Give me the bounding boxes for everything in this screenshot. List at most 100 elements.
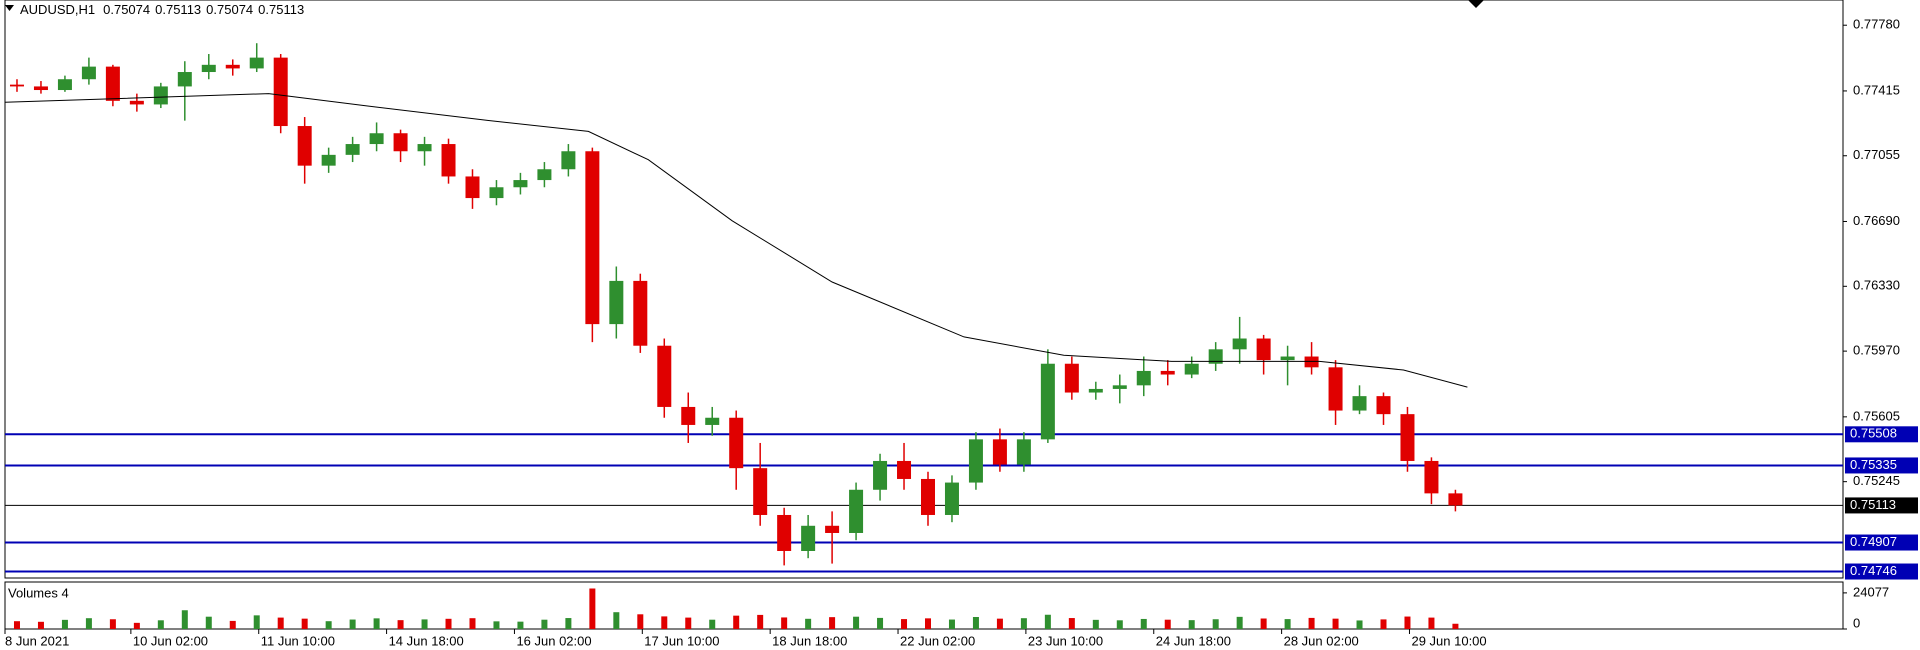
candle-body <box>1136 370 1151 386</box>
candle-body <box>1376 396 1391 415</box>
candle-body <box>1016 439 1031 465</box>
symbol: AUDUSD,H1 <box>20 2 95 17</box>
candle-body <box>777 514 792 551</box>
header-close: 0.75113 <box>258 2 304 17</box>
candle-body <box>609 280 624 325</box>
current-price-line-label-box <box>1845 497 1918 514</box>
candle-body <box>1088 388 1103 393</box>
level-line-label: 0.74907 <box>1850 534 1897 549</box>
candle-body <box>81 66 96 80</box>
volume-bar <box>781 617 788 629</box>
candle-body <box>393 133 408 152</box>
candle-body <box>753 468 768 515</box>
x-tick-label: 10 Jun 02:00 <box>133 633 208 648</box>
candle-body <box>1184 363 1199 375</box>
volume-bar <box>421 619 428 629</box>
volume-tick-label: 24077 <box>1853 584 1889 599</box>
level-line-label-box <box>1845 426 1918 443</box>
candle-body <box>968 439 983 483</box>
candle-body <box>1328 367 1343 411</box>
y-tick-label: 0.77780 <box>1853 17 1900 32</box>
volume-bar <box>133 622 140 629</box>
moving-average <box>4 93 1468 388</box>
y-tick-label: 0.75970 <box>1853 343 1900 358</box>
volume-bar <box>517 621 524 629</box>
candle-body <box>1112 385 1127 389</box>
y-tick-label: 0.77415 <box>1853 82 1900 97</box>
y-tick-label: 0.76690 <box>1853 213 1900 228</box>
candle-body <box>345 144 360 155</box>
volume-bar <box>349 619 356 629</box>
candle-body <box>105 66 120 101</box>
candle-body <box>273 57 288 127</box>
candle-body <box>465 176 480 199</box>
main-panel-frame <box>4 0 1844 579</box>
candle-body <box>1448 493 1463 506</box>
x-tick-label: 17 Jun 10:00 <box>644 633 719 648</box>
candle-body <box>57 79 72 91</box>
volume-bar <box>1332 618 1339 629</box>
candle-body <box>657 345 672 407</box>
candle-body <box>513 180 528 188</box>
volume-bar <box>853 616 860 629</box>
menu-arrow[interactable] <box>5 5 14 11</box>
volume-tick-label: 0 <box>1853 615 1860 630</box>
volume-bar <box>1044 614 1051 629</box>
candle-body <box>489 187 504 199</box>
candle-body <box>729 417 744 469</box>
candle-body <box>33 86 48 91</box>
x-tick-label: 18 Jun 18:00 <box>772 633 847 648</box>
volume-bar <box>589 588 596 629</box>
y-tick-label: 0.75605 <box>1853 408 1900 423</box>
volume-title: Volumes 4 <box>8 585 69 600</box>
volume-bar <box>37 621 44 629</box>
shift-marker <box>1468 0 1484 8</box>
volume-bar <box>1260 618 1267 629</box>
level-line-label-box <box>1845 457 1918 474</box>
volume-bar <box>661 616 668 629</box>
volume-bar <box>277 617 284 629</box>
candle-body <box>801 525 816 551</box>
y-tick-label: 0.77055 <box>1853 147 1900 162</box>
candle-body <box>321 154 336 166</box>
level-line-label-box <box>1845 563 1918 580</box>
candle-body <box>681 406 696 425</box>
candle-body <box>561 151 576 170</box>
volume-bar <box>948 619 955 629</box>
volume-bar <box>469 618 476 629</box>
candle-body <box>9 84 24 87</box>
candle-body <box>1352 396 1367 411</box>
x-tick-label: 11 Jun 10:00 <box>261 633 335 648</box>
volume-bar <box>637 614 644 629</box>
candle-body <box>129 100 144 105</box>
x-tick-label: 29 Jun 10:00 <box>1411 633 1486 648</box>
volume-bar <box>1092 619 1099 629</box>
volume-bar <box>877 617 884 629</box>
candle-body <box>201 64 216 73</box>
volume-bar <box>901 619 908 629</box>
volume-bar <box>61 619 68 629</box>
level-line-label: 0.75508 <box>1850 426 1897 441</box>
volume-bar <box>1212 619 1219 629</box>
candle-body <box>992 439 1007 465</box>
candle-body <box>1160 370 1175 375</box>
candle-body <box>1232 338 1247 350</box>
volume-bar <box>972 617 979 629</box>
volume-bar <box>1020 618 1027 629</box>
volume-bar <box>1188 620 1195 629</box>
level-line-label-box <box>1845 534 1918 551</box>
x-tick-label: 14 Jun 18:00 <box>389 633 464 648</box>
volume-bar <box>1068 618 1075 629</box>
volume-bar <box>565 618 572 629</box>
volume-bar <box>1116 620 1123 629</box>
volume-bar <box>613 612 620 629</box>
candle-body <box>944 482 959 515</box>
volume-bar <box>924 618 931 629</box>
volume-bar <box>229 620 236 629</box>
candle-body <box>1280 356 1295 361</box>
volume-bar <box>301 618 308 629</box>
y-tick-label: 0.75245 <box>1853 473 1900 488</box>
candle-body <box>297 126 312 166</box>
candle-body <box>920 478 935 515</box>
